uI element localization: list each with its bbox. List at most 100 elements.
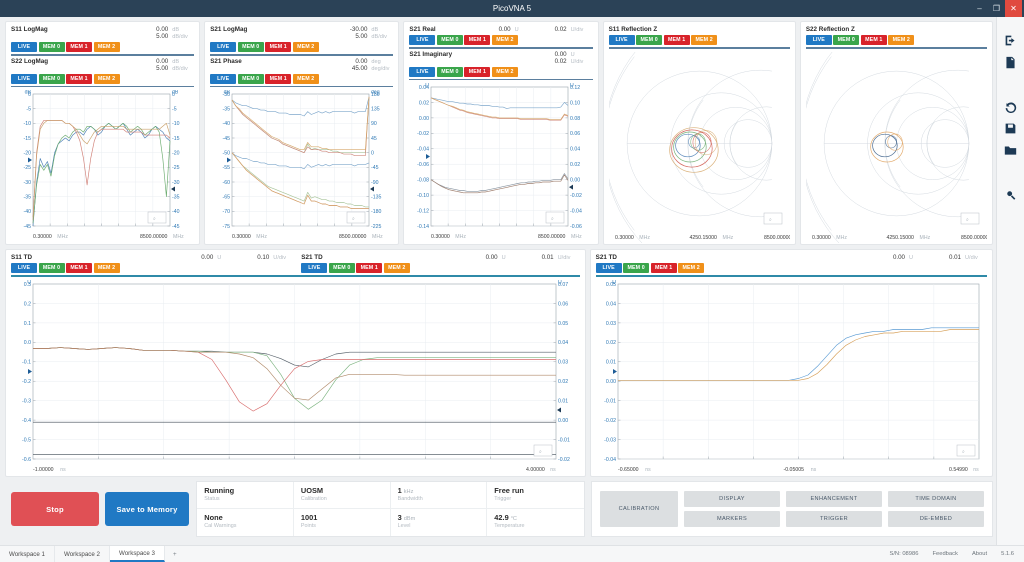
mem-button-mem2[interactable]: MEM 2 xyxy=(491,66,518,77)
time-domain-button[interactable]: TIME DOMAIN xyxy=(888,491,984,507)
mem-button-mem2[interactable]: MEM 2 xyxy=(678,263,705,273)
chart-s11-logmag[interactable]: 0 -5 -10 -15 -20 -25 -30 -35 -40 -45 0 -5 -10 -15 -20 -… xyxy=(11,90,194,242)
mem-button-mem2[interactable]: MEM 2 xyxy=(383,263,410,273)
undo-icon[interactable] xyxy=(1002,97,1020,115)
chart-s21-real[interactable]: 0.04 0.02 0.00 -0.02 -0.04 -0.06 -0.08 -0.10 -0.… xyxy=(409,83,592,242)
minimize-button[interactable]: – xyxy=(977,4,982,13)
mem-button-live[interactable]: LIVE xyxy=(595,263,622,273)
trace-div-value[interactable]: 5.00 xyxy=(156,64,169,72)
mem-button-mem1[interactable]: MEM 1 xyxy=(860,35,887,45)
mem-button-mem1[interactable]: MEM 1 xyxy=(464,66,491,77)
mem-button-live[interactable]: LIVE xyxy=(11,73,37,84)
trace-ref-value[interactable]: 0.00 xyxy=(498,26,511,33)
trace-ref-value[interactable]: 0.00 xyxy=(156,26,169,33)
mem-button-mem0[interactable]: MEM 0 xyxy=(623,263,650,273)
mem-button-mem0[interactable]: MEM 0 xyxy=(237,73,264,84)
panel-s11-td[interactable]: S11 TD 0.00 U 0.10 U/div LIVE MEM 0 MEM … xyxy=(5,249,586,477)
mem-button-mem1[interactable]: MEM 1 xyxy=(66,73,92,84)
mem-button-live[interactable]: LIVE xyxy=(11,42,37,52)
chart-s21-logmag[interactable]: -30 -35 -40 -45 -50 -55 -60 -65 -70 -75 180 135 90 45… xyxy=(210,90,393,242)
mem-button-mem2[interactable]: MEM 2 xyxy=(93,73,120,84)
mem-button-live[interactable]: LIVE xyxy=(210,42,237,52)
workspace-tab-1[interactable]: Workspace 1 xyxy=(0,546,55,562)
trace-ref-value[interactable]: 0.00 xyxy=(201,254,214,261)
trace-div-value[interactable]: 0.02 xyxy=(554,57,567,65)
settings-icon[interactable] xyxy=(1002,185,1020,203)
trace-div-value[interactable]: 5.00 xyxy=(156,33,169,40)
trace-ref-value[interactable]: 0.00 xyxy=(156,57,169,65)
chart-s21-td[interactable]: 0.05 0.04 0.03 0.02 0.01 0.00 -0.01 -0.02 -0.03 -… xyxy=(596,280,987,475)
mem-button-mem2[interactable]: MEM 2 xyxy=(292,42,319,52)
trigger-button[interactable]: TRIGGER xyxy=(786,511,882,527)
close-button[interactable]: ✕ xyxy=(1005,0,1022,17)
display-button[interactable]: DISPLAY xyxy=(684,491,780,507)
mem-button-mem2[interactable]: MEM 2 xyxy=(292,73,319,84)
trace-ref-value[interactable]: 0.00 xyxy=(355,57,368,65)
mem-button-mem2[interactable]: MEM 2 xyxy=(93,263,120,273)
open-folder-icon[interactable] xyxy=(1002,141,1020,159)
save-to-memory-button[interactable]: Save to Memory xyxy=(105,492,189,526)
trace-ref-value[interactable]: 0.00 xyxy=(892,254,905,261)
mem-button-live[interactable]: LIVE xyxy=(805,35,832,45)
trace-ref-value[interactable]: 0.00 xyxy=(554,50,567,58)
mem-button-mem1[interactable]: MEM 1 xyxy=(464,35,491,45)
workspace-tab-2[interactable]: Workspace 2 xyxy=(55,546,110,562)
mem-button-live[interactable]: LIVE xyxy=(608,35,635,45)
mem-button-mem0[interactable]: MEM 0 xyxy=(636,35,663,45)
mem-button-live[interactable]: LIVE xyxy=(301,263,328,273)
trace-ref-value[interactable]: 0.00 xyxy=(485,254,498,261)
de-embed-button[interactable]: DE-EMBED xyxy=(888,511,984,527)
calibration-button[interactable]: CALIBRATION xyxy=(600,491,678,527)
trace-div-value[interactable]: 0.01 xyxy=(948,254,961,261)
mem-button-mem0[interactable]: MEM 0 xyxy=(38,263,65,273)
mem-button-mem0[interactable]: MEM 0 xyxy=(436,35,463,45)
export-icon[interactable] xyxy=(1002,31,1020,49)
mem-button-mem2[interactable]: MEM 2 xyxy=(691,35,718,45)
mem-button-live[interactable]: LIVE xyxy=(210,73,237,84)
mem-button-mem1[interactable]: MEM 1 xyxy=(663,35,690,45)
mem-button-mem1[interactable]: MEM 1 xyxy=(66,263,92,273)
mem-button-mem0[interactable]: MEM 0 xyxy=(38,73,65,84)
chart-s11-td[interactable]: 0.3 0.2 0.1 0.0 -0.1 -0.2 -0.3 -0.4 -0.5 -0.6 0.07… xyxy=(11,280,580,475)
feedback-link[interactable]: Feedback xyxy=(932,551,958,557)
mem-button-mem0[interactable]: MEM 0 xyxy=(328,263,355,273)
stop-button[interactable]: Stop xyxy=(11,492,99,526)
save-file-icon[interactable] xyxy=(1002,53,1020,71)
trace-div-value[interactable]: 0.02 xyxy=(554,26,567,33)
mem-button-mem1[interactable]: MEM 1 xyxy=(356,263,383,273)
mem-button-mem0[interactable]: MEM 0 xyxy=(833,35,860,45)
mem-button-mem0[interactable]: MEM 0 xyxy=(237,42,264,52)
mem-button-mem0[interactable]: MEM 0 xyxy=(38,42,65,52)
panel-s11-reflection[interactable]: S11 Reflection Z LIVE MEM 0 MEM 1 MEM 2 … xyxy=(602,21,796,245)
mem-button-mem1[interactable]: MEM 1 xyxy=(650,263,677,273)
mem-button-mem2[interactable]: MEM 2 xyxy=(491,35,518,45)
trace-div-value[interactable]: 0.01 xyxy=(541,254,554,261)
panel-s21-td[interactable]: S21 TD 0.00 U 0.01 U/div LIVE MEM 0 MEM … xyxy=(589,249,993,477)
trace-div-value[interactable]: 5.00 xyxy=(355,33,368,40)
markers-button[interactable]: MARKERS xyxy=(684,511,780,527)
save-icon[interactable] xyxy=(1002,119,1020,137)
mem-button-mem1[interactable]: MEM 1 xyxy=(265,42,292,52)
mem-button-mem1[interactable]: MEM 1 xyxy=(66,42,92,52)
trace-div-value[interactable]: 0.10 xyxy=(257,254,270,261)
panel-s21-logmag[interactable]: S21 LogMag -30.00 dB 5.00 dB/div LIVE ME… xyxy=(204,21,400,245)
mem-button-mem2[interactable]: MEM 2 xyxy=(93,42,120,52)
enhancement-button[interactable]: ENHANCEMENT xyxy=(786,491,882,507)
trace-div-value[interactable]: 45.00 xyxy=(351,64,368,72)
workspace-tab-3[interactable]: Workspace 3 xyxy=(110,546,165,562)
mem-button-live[interactable]: LIVE xyxy=(409,35,436,45)
panel-s22-reflection[interactable]: S22 Reflection Z LIVE MEM 0 MEM 1 MEM 2 … xyxy=(799,21,994,245)
panel-s21-real[interactable]: S21 Real 0.00 U 0.02 U/div LIVE MEM 0 ME… xyxy=(403,21,599,245)
mem-button-live[interactable]: LIVE xyxy=(11,263,37,273)
mem-button-live[interactable]: LIVE xyxy=(409,66,436,77)
mem-button-mem1[interactable]: MEM 1 xyxy=(265,73,292,84)
add-workspace-button[interactable]: + xyxy=(173,550,177,558)
mem-button-mem2[interactable]: MEM 2 xyxy=(888,35,915,45)
trace-ref-value[interactable]: -30.00 xyxy=(349,26,368,33)
mem-button-mem0[interactable]: MEM 0 xyxy=(436,66,463,77)
restore-button[interactable]: ❐ xyxy=(992,4,1001,13)
panel-s11-logmag[interactable]: S11 LogMag 0.00 dB 5.00 dB/div LIVE MEM … xyxy=(5,21,201,245)
about-link[interactable]: About xyxy=(971,551,988,557)
